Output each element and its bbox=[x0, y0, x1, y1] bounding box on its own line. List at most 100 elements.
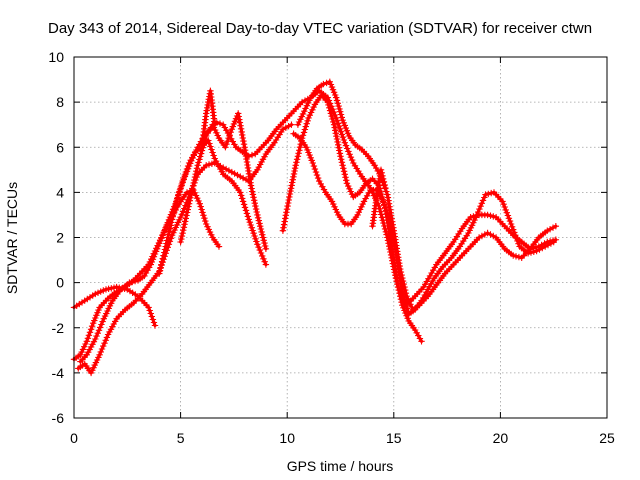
data-point-marker bbox=[261, 153, 268, 160]
data-point-marker bbox=[249, 227, 256, 234]
data-point-marker bbox=[340, 136, 347, 144]
data-point-marker bbox=[181, 221, 188, 228]
data-point-marker bbox=[299, 110, 307, 118]
data-point-marker bbox=[342, 174, 349, 181]
data-point-marker bbox=[544, 241, 552, 249]
data-point-marker bbox=[256, 246, 263, 254]
data-point-marker bbox=[381, 181, 388, 189]
data-point-marker bbox=[211, 126, 219, 134]
data-point-marker bbox=[479, 197, 487, 204]
data-point-marker bbox=[251, 232, 258, 240]
data-point-marker bbox=[382, 204, 389, 211]
data-point-marker bbox=[250, 194, 257, 201]
data-point-marker bbox=[299, 132, 307, 139]
data-point-marker bbox=[536, 246, 543, 253]
data-point-marker bbox=[296, 147, 303, 154]
data-point-marker bbox=[97, 348, 104, 356]
data-point-marker bbox=[253, 208, 260, 216]
data-point-marker bbox=[193, 165, 201, 172]
data-point-marker bbox=[167, 222, 174, 229]
data-point-marker bbox=[302, 105, 309, 112]
series-arc-1 bbox=[70, 283, 159, 329]
data-point-marker bbox=[546, 226, 554, 233]
data-point-marker bbox=[192, 171, 199, 178]
data-point-marker bbox=[254, 214, 262, 221]
data-point-marker bbox=[175, 191, 182, 198]
data-point-marker bbox=[188, 157, 195, 164]
data-point-marker bbox=[202, 217, 209, 225]
data-point-marker bbox=[329, 115, 336, 123]
data-point-marker bbox=[338, 114, 345, 121]
series-arc-3 bbox=[77, 137, 270, 365]
data-point-marker bbox=[513, 234, 520, 242]
data-point-marker bbox=[404, 315, 411, 322]
plot-frame bbox=[73, 56, 608, 419]
data-point-marker bbox=[309, 106, 316, 113]
data-point-marker bbox=[402, 286, 409, 294]
data-point-marker bbox=[356, 206, 364, 213]
data-point-marker bbox=[242, 207, 250, 214]
data-point-marker bbox=[389, 221, 396, 228]
data-point-marker bbox=[215, 243, 223, 250]
data-point-marker bbox=[206, 140, 213, 147]
y-tick-label: 0 bbox=[56, 275, 64, 291]
data-point-marker bbox=[178, 211, 185, 218]
data-point-marker bbox=[246, 219, 253, 226]
data-point-marker bbox=[293, 156, 301, 163]
data-point-marker bbox=[379, 172, 386, 179]
data-point-marker bbox=[150, 253, 158, 260]
data-point-marker bbox=[386, 203, 393, 210]
data-point-marker bbox=[384, 194, 392, 201]
data-point-marker bbox=[88, 323, 96, 330]
y-tick-label: -4 bbox=[52, 365, 65, 381]
data-point-marker bbox=[345, 148, 352, 155]
data-point-marker bbox=[254, 241, 261, 248]
data-point-marker bbox=[347, 188, 354, 195]
data-point-marker bbox=[151, 322, 159, 329]
data-point-marker bbox=[341, 139, 348, 146]
data-point-marker bbox=[217, 162, 224, 170]
data-point-marker bbox=[512, 253, 520, 260]
data-point-marker bbox=[189, 154, 196, 162]
data-point-marker bbox=[196, 200, 203, 207]
data-point-marker bbox=[178, 232, 186, 240]
data-point-marker bbox=[195, 159, 202, 166]
data-point-marker bbox=[94, 289, 102, 296]
data-point-marker bbox=[383, 188, 390, 195]
data-point-marker bbox=[333, 94, 340, 101]
data-point-marker bbox=[362, 195, 369, 202]
data-point-marker bbox=[163, 240, 170, 247]
data-point-marker bbox=[248, 151, 256, 159]
data-point-marker bbox=[289, 179, 296, 186]
data-point-marker bbox=[93, 332, 100, 340]
data-point-marker bbox=[481, 231, 488, 238]
data-point-marker bbox=[234, 171, 241, 179]
data-point-marker bbox=[239, 134, 246, 142]
data-point-marker bbox=[294, 121, 302, 128]
x-tick-label: 0 bbox=[70, 430, 78, 446]
data-point-marker bbox=[490, 232, 497, 240]
x-axis-label: GPS time / hours bbox=[287, 458, 394, 474]
data-point-marker bbox=[208, 231, 215, 238]
y-tick-label: 8 bbox=[56, 94, 64, 110]
data-point-marker bbox=[311, 165, 319, 173]
data-point-marker bbox=[240, 201, 248, 208]
data-point-marker bbox=[335, 102, 342, 110]
data-point-marker bbox=[340, 168, 348, 175]
data-point-marker bbox=[86, 346, 93, 353]
data-point-marker bbox=[210, 152, 217, 159]
data-point-marker bbox=[343, 177, 350, 184]
data-point-marker bbox=[331, 124, 338, 131]
data-point-marker bbox=[187, 191, 195, 198]
data-point-marker bbox=[286, 190, 294, 198]
data-point-marker bbox=[326, 107, 334, 114]
data-point-marker bbox=[98, 345, 106, 353]
x-tick-label: 5 bbox=[177, 430, 185, 446]
data-point-marker bbox=[282, 212, 289, 219]
data-point-marker bbox=[177, 185, 184, 192]
data-point-marker bbox=[487, 231, 494, 238]
data-point-marker bbox=[178, 235, 185, 243]
data-point-marker bbox=[187, 194, 194, 201]
data-point-marker bbox=[334, 120, 342, 127]
data-point-marker bbox=[301, 126, 309, 133]
